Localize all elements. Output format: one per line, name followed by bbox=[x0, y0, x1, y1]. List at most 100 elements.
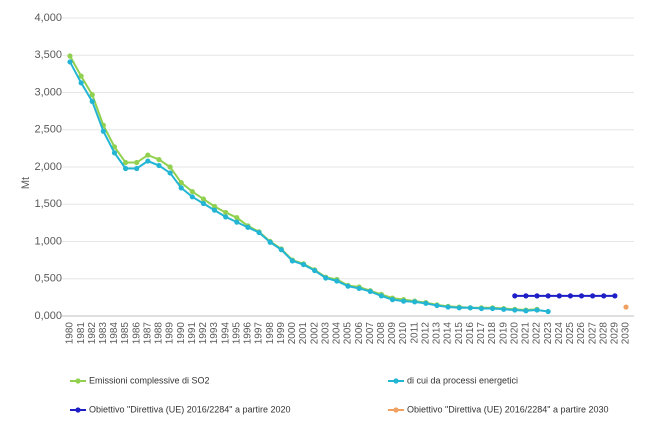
legend-marker bbox=[393, 407, 399, 413]
y-tick-label: 1,500 bbox=[34, 198, 62, 210]
data-point bbox=[156, 156, 162, 163]
data-point bbox=[434, 302, 440, 309]
data-point bbox=[67, 59, 73, 65]
data-point bbox=[89, 98, 95, 105]
x-tick-label: 1995 bbox=[231, 322, 242, 345]
x-tick-label: 2024 bbox=[554, 322, 565, 345]
x-tick-label: 2015 bbox=[454, 322, 465, 345]
x-tick-label: 2008 bbox=[376, 322, 387, 345]
x-tick-label: 1983 bbox=[98, 322, 109, 345]
legend-label: di cui da processi energetici bbox=[407, 375, 518, 385]
y-tick-label: 0,500 bbox=[34, 273, 62, 285]
data-point bbox=[156, 162, 162, 169]
data-point bbox=[223, 214, 229, 220]
data-point bbox=[378, 293, 384, 299]
data-point bbox=[289, 258, 295, 264]
data-point bbox=[612, 293, 618, 299]
data-point bbox=[445, 304, 451, 310]
data-point bbox=[223, 209, 229, 216]
data-point bbox=[501, 306, 507, 312]
x-tick-label: 2027 bbox=[587, 322, 598, 345]
data-point bbox=[300, 261, 307, 268]
data-point bbox=[312, 267, 318, 274]
data-point bbox=[178, 185, 184, 191]
x-tick-label: 2017 bbox=[476, 322, 487, 345]
legend-marker bbox=[75, 407, 81, 413]
x-tick-label: 2012 bbox=[420, 322, 431, 345]
x-tick-label: 1999 bbox=[276, 322, 287, 345]
x-tick-label: 1985 bbox=[120, 322, 131, 345]
data-point bbox=[412, 299, 418, 305]
series-line bbox=[69, 61, 549, 313]
x-tick-label: 2020 bbox=[509, 322, 520, 345]
series-line bbox=[69, 55, 538, 312]
x-tick-label: 2030 bbox=[621, 322, 632, 345]
data-point bbox=[545, 308, 551, 315]
x-tick-label: 1994 bbox=[220, 322, 231, 345]
data-point bbox=[545, 293, 551, 299]
legend-marker bbox=[75, 378, 81, 384]
x-tick-label: 1984 bbox=[109, 322, 120, 345]
data-point bbox=[356, 285, 362, 292]
x-tick-label: 2005 bbox=[343, 322, 354, 345]
data-point bbox=[467, 305, 473, 311]
x-tick-label: 1998 bbox=[265, 322, 276, 345]
data-point bbox=[278, 247, 284, 253]
data-point bbox=[367, 288, 373, 295]
data-point bbox=[178, 180, 184, 186]
data-point bbox=[189, 194, 195, 200]
data-point bbox=[456, 305, 462, 311]
data-point bbox=[100, 128, 106, 134]
x-tick-label: 2025 bbox=[565, 322, 576, 345]
x-tick-label: 2018 bbox=[487, 322, 498, 345]
data-point bbox=[111, 150, 118, 156]
x-tick-label: 2016 bbox=[465, 322, 476, 345]
x-tick-label: 1990 bbox=[176, 322, 187, 345]
x-tick-label: 2009 bbox=[387, 322, 398, 345]
data-point bbox=[200, 200, 207, 207]
data-point bbox=[590, 293, 596, 299]
data-point bbox=[478, 305, 485, 312]
y-tick-label: 4,000 bbox=[34, 12, 62, 24]
data-point bbox=[601, 293, 607, 299]
data-point bbox=[211, 207, 218, 213]
data-point bbox=[345, 283, 351, 289]
data-point bbox=[211, 203, 218, 210]
data-point bbox=[256, 229, 262, 236]
y-tick-label: 1,000 bbox=[34, 235, 62, 247]
x-tick-label: 2004 bbox=[332, 322, 343, 345]
x-tick-label: 2011 bbox=[409, 322, 420, 344]
data-point bbox=[534, 307, 540, 313]
data-point bbox=[200, 196, 207, 202]
x-tick-label: 1992 bbox=[198, 322, 209, 345]
data-point bbox=[245, 224, 251, 230]
x-tick-label: 2007 bbox=[365, 322, 376, 345]
data-point bbox=[567, 293, 574, 299]
legend-label: Obiettivo "Direttiva (UE) 2016/2284" a p… bbox=[407, 404, 609, 414]
x-tick-label: 2001 bbox=[298, 322, 309, 345]
data-point bbox=[67, 53, 73, 59]
x-tick-label: 2019 bbox=[498, 322, 509, 345]
data-point bbox=[267, 239, 273, 245]
legend-marker bbox=[393, 378, 399, 384]
data-point bbox=[423, 300, 429, 306]
data-point bbox=[134, 159, 140, 166]
data-point bbox=[323, 275, 329, 281]
y-tick-label: 3,000 bbox=[34, 86, 62, 98]
data-point bbox=[389, 297, 396, 303]
data-point bbox=[401, 298, 407, 304]
data-point bbox=[489, 305, 496, 312]
legend-label: Emissioni complessive di SO2 bbox=[89, 375, 210, 385]
data-point bbox=[123, 159, 129, 166]
x-tick-label: 1996 bbox=[243, 322, 254, 345]
data-point bbox=[167, 164, 173, 170]
x-tick-label: 1997 bbox=[254, 322, 265, 345]
x-tick-label: 2013 bbox=[432, 322, 443, 345]
x-tick-label: 2002 bbox=[309, 322, 320, 345]
data-point bbox=[167, 170, 173, 176]
data-point bbox=[578, 293, 585, 299]
x-tick-label: 2014 bbox=[443, 322, 454, 345]
data-point bbox=[134, 165, 140, 172]
data-point bbox=[534, 293, 540, 299]
